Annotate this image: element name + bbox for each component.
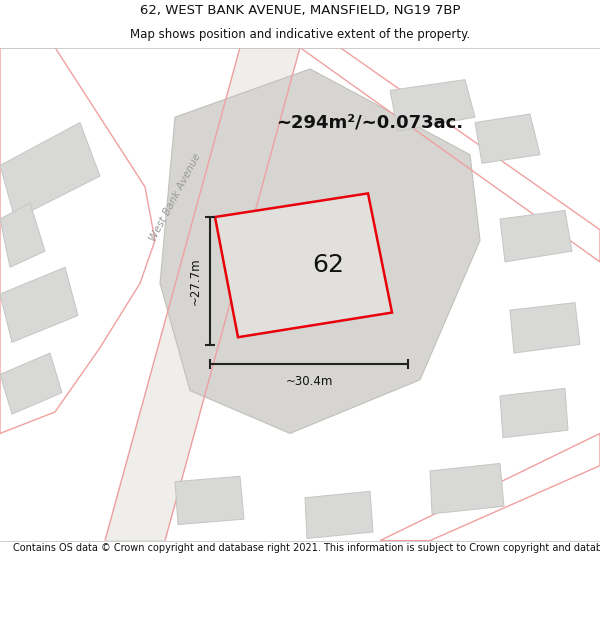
Polygon shape	[0, 353, 62, 414]
Text: West Bank Avenue: West Bank Avenue	[148, 152, 202, 243]
Polygon shape	[215, 193, 392, 338]
Polygon shape	[510, 302, 580, 353]
Text: 62, WEST BANK AVENUE, MANSFIELD, NG19 7BP: 62, WEST BANK AVENUE, MANSFIELD, NG19 7B…	[140, 4, 460, 17]
Polygon shape	[475, 114, 540, 163]
Text: ~27.7m: ~27.7m	[189, 258, 202, 305]
Text: ~30.4m: ~30.4m	[286, 374, 332, 388]
Text: Map shows position and indicative extent of the property.: Map shows position and indicative extent…	[130, 28, 470, 41]
Polygon shape	[0, 268, 78, 342]
Polygon shape	[305, 491, 373, 539]
Polygon shape	[500, 211, 572, 262]
Polygon shape	[390, 79, 475, 131]
Polygon shape	[500, 388, 568, 438]
Text: ~294m²/~0.073ac.: ~294m²/~0.073ac.	[277, 114, 464, 131]
Polygon shape	[0, 203, 45, 268]
Text: 62: 62	[312, 253, 344, 277]
Text: Contains OS data © Crown copyright and database right 2021. This information is : Contains OS data © Crown copyright and d…	[13, 543, 600, 553]
Polygon shape	[430, 464, 504, 514]
Polygon shape	[175, 476, 244, 524]
Polygon shape	[0, 122, 100, 219]
Polygon shape	[105, 48, 300, 541]
Polygon shape	[160, 69, 480, 433]
